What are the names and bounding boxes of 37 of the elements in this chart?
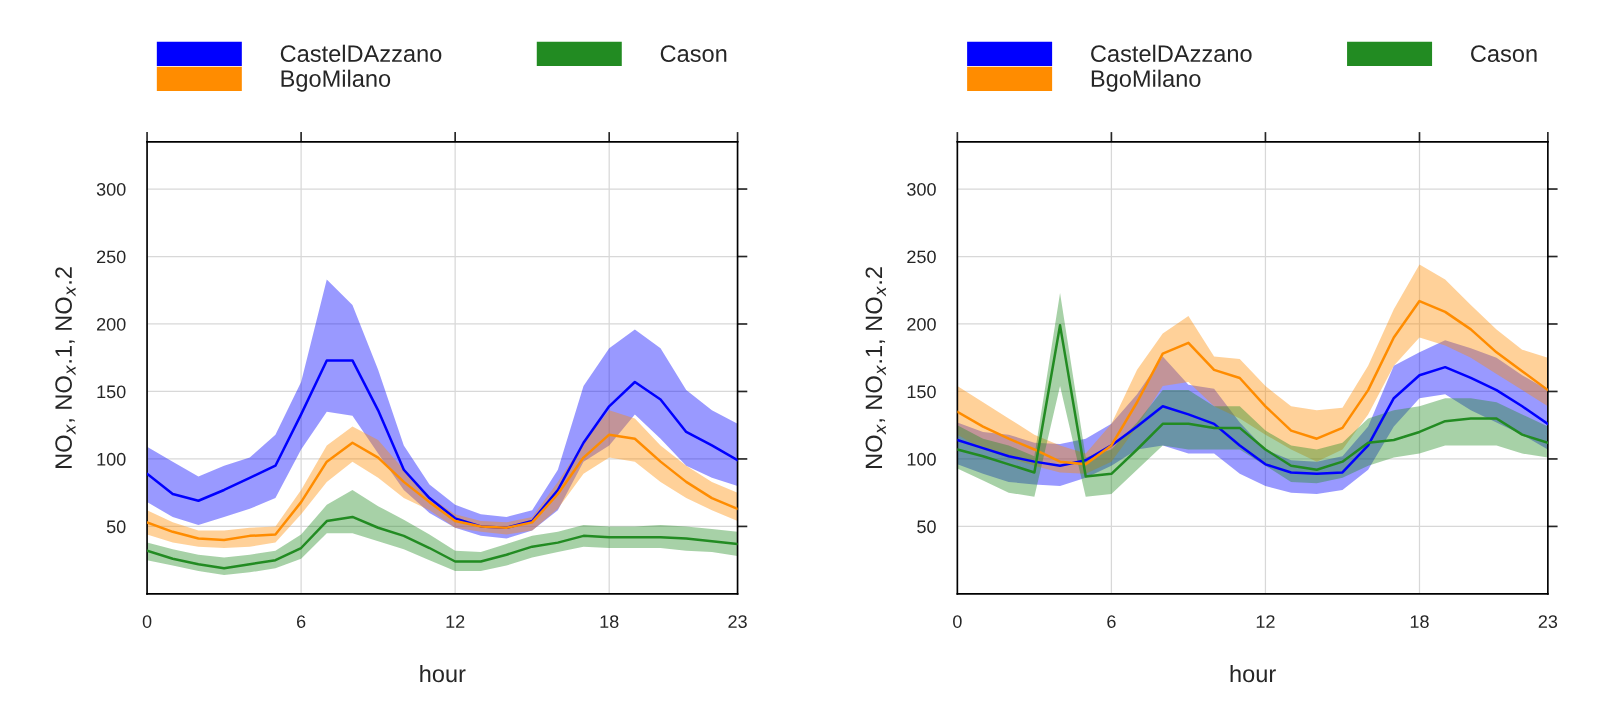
line-series — [147, 515, 738, 570]
y-tick-label: 300 — [907, 182, 936, 196]
y-tick-label: 100 — [97, 452, 126, 466]
line-series — [957, 324, 1548, 478]
legend-label: Cason — [660, 45, 727, 63]
x-tick-label: 6 — [297, 615, 306, 628]
y-tick-label: 250 — [97, 250, 126, 264]
legend-label: CastelDAzzano — [280, 44, 442, 63]
y-tick-label: 250 — [907, 250, 936, 264]
legend-label: BgoMilano — [1091, 69, 1201, 92]
x-tick-label: 0 — [953, 615, 962, 628]
x-axis-title: hour — [420, 664, 466, 683]
y-axis-title: NO$_{x}$, NO$_{x}$.1, NO$_{x}$.2 — [55, 267, 76, 468]
x-tick-label: 12 — [1256, 615, 1275, 628]
x-tick-label: 23 — [1538, 615, 1558, 628]
line-series — [957, 365, 1548, 476]
y-tick-label: 100 — [907, 452, 936, 466]
x-tick-label: 6 — [1107, 615, 1116, 628]
y-tick-label: 200 — [97, 317, 126, 331]
x-tick-label: 18 — [600, 615, 619, 628]
legend-label: CastelDAzzano — [1091, 44, 1252, 63]
y-tick-label: 50 — [106, 520, 126, 534]
x-tick-label: 18 — [1410, 615, 1429, 628]
y-tick-label: 50 — [917, 520, 936, 534]
x-tick-label: 0 — [142, 615, 152, 628]
line-series — [957, 299, 1548, 466]
x-axis-title: hour — [1230, 664, 1276, 683]
y-tick-label: 200 — [907, 317, 936, 331]
x-tick-label: 12 — [446, 615, 465, 628]
y-tick-label: 300 — [96, 182, 126, 196]
line-series — [147, 433, 738, 542]
legend-label: BgoMilano — [281, 69, 391, 92]
legend-label: Cason — [1471, 45, 1537, 63]
x-tick-label: 23 — [728, 615, 747, 628]
y-axis-title: NO$_{x}$, NO$_{x}$.1, NO$_{x}$.2 — [865, 267, 886, 468]
y-tick-label: 150 — [97, 385, 126, 399]
y-tick-label: 150 — [907, 385, 936, 399]
